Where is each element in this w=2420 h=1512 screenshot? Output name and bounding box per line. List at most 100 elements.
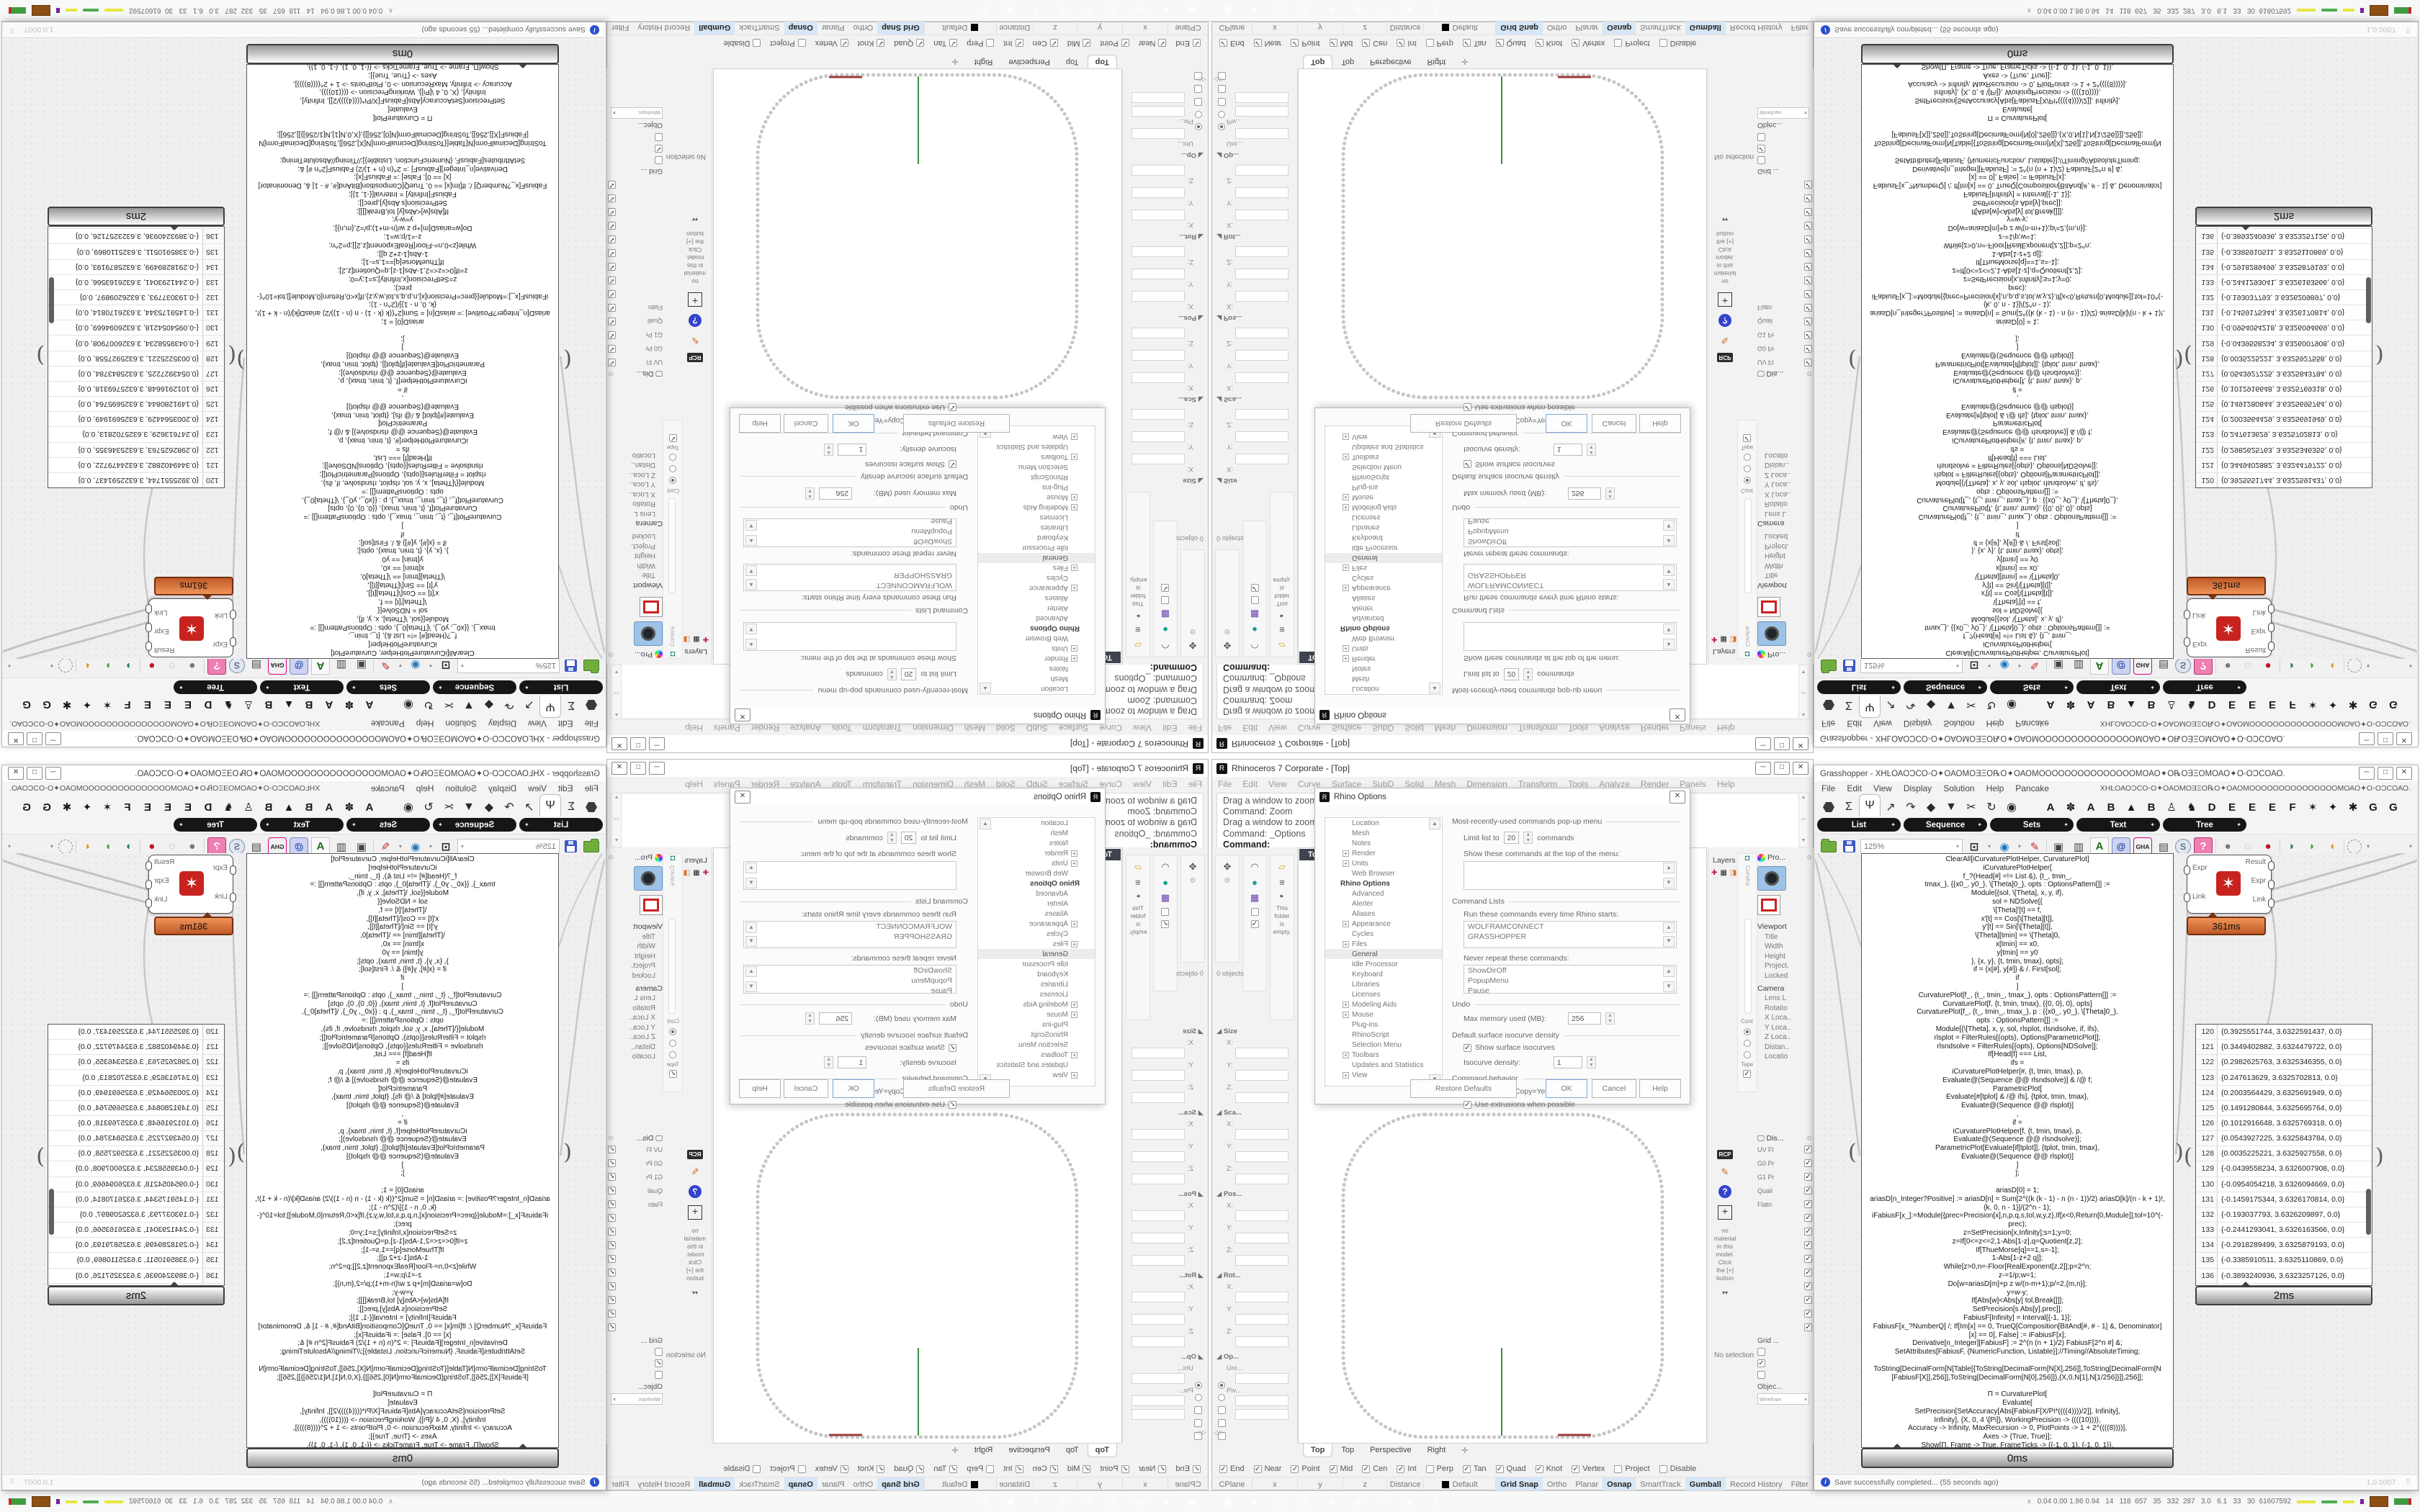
camera-prop-label[interactable]: Y Loca.. [1765, 1023, 1791, 1032]
toolbar-icon[interactable]: ◗ [125, 660, 132, 672]
paint-icon[interactable]: ◨ [1729, 869, 1737, 877]
data-list-panel[interactable]: 120 {0.3925551744, 3.6322591437, 0.0} 12… [48, 226, 225, 488]
data-row[interactable]: 126 {0.1012916648, 3.6325769318, 0.0} [2196, 1115, 2372, 1132]
plugin-category-tab[interactable]: F [124, 698, 131, 711]
boxedit-field[interactable] [1235, 1233, 1289, 1243]
boxedit-checkbox[interactable] [1194, 85, 1202, 93]
data-row[interactable]: 127 {0.0543927225, 3.6325843784, 0.0} [48, 365, 224, 381]
plugin-category-tab[interactable]: ▲ [2125, 801, 2137, 814]
toolbar-icon[interactable]: ▥ [2073, 840, 2084, 853]
toolbar-overflow-icon[interactable]: ▾ [2408, 662, 2412, 669]
display-option-checkbox[interactable] [608, 1296, 616, 1304]
listbox-scroll-down-icon[interactable]: ▼ [745, 565, 757, 576]
camera-prop-label[interactable]: Z Loca.. [1765, 1033, 1791, 1041]
viewport-top[interactable]: Top [713, 847, 1122, 1444]
toolbar-overflow-icon[interactable]: ▾ [8, 662, 12, 669]
toolbar-icon[interactable]: ▣ [356, 659, 367, 672]
status-toggle[interactable]: Filter [611, 1480, 629, 1489]
osnap-toggle[interactable]: Int [1003, 39, 1023, 48]
plugin-category-tab[interactable]: ✦ [2328, 698, 2338, 711]
taskbar-app-icon[interactable]: 64 [1274, 5, 1286, 16]
data-row[interactable]: 137 {-0.4366640544, 3.6319882257, 0.0} [2196, 1283, 2372, 1285]
boxedit-field[interactable] [1131, 128, 1185, 139]
status-toggle[interactable]: Osnap [1603, 20, 1636, 35]
zoom-level-combo[interactable]: 125% ▾ [1860, 838, 1963, 855]
wireframe-dropdown[interactable]: Wirefram ▾ [611, 1393, 663, 1405]
plugin-category-tab[interactable]: E [2248, 698, 2256, 711]
camera-prop-label[interactable]: Rotatio [1765, 500, 1788, 508]
help-question-icon[interactable]: ? [1718, 314, 1731, 327]
strip-checkbox-checked[interactable] [1250, 920, 1259, 928]
tray-chevron-icon[interactable]: ∧ [388, 7, 393, 14]
display-option-checkbox[interactable] [1804, 1255, 1812, 1263]
osnap-checkbox[interactable] [1291, 1464, 1299, 1473]
display-option-checkbox[interactable] [608, 263, 616, 271]
osnap-toggle[interactable]: Near [1253, 1464, 1281, 1473]
data-list-panel[interactable]: 120 {0.3925551744, 3.6322591437, 0.0} 12… [2195, 1024, 2372, 1286]
taskbar-app-icon[interactable]: ● [1163, 5, 1169, 16]
data-row[interactable]: 132 {-0.193037793, 3.6326209897, 0.0} [48, 289, 224, 305]
toolbar-icon[interactable]: ? [2194, 656, 2213, 675]
rhino-menu-item[interactable]: SubD [1372, 723, 1394, 733]
subcategory-pill[interactable]: Sets ✦ [1990, 680, 2074, 694]
options-tree-item[interactable]: + Aliases [1044, 594, 1068, 603]
options-tree-item[interactable]: + Appearance [1325, 583, 1442, 593]
maximize-button[interactable]: □ [1774, 737, 1790, 750]
scroll-thumb[interactable]: ▭ [614, 690, 619, 696]
osnap-checkbox[interactable] [840, 39, 848, 48]
result-output-nub[interactable] [2268, 861, 2275, 870]
boxedit-field[interactable] [1235, 1409, 1289, 1420]
data-row[interactable]: 134 {-0.2918289499, 3.6325879193, 0.0} [2196, 258, 2372, 274]
gumball-panel-strip[interactable]: ✥ ⚙ [1180, 855, 1205, 963]
component-category-tab[interactable]: ✂ [444, 801, 454, 814]
grasshopper-menu-item[interactable]: File [584, 783, 599, 793]
status-cplane[interactable]: CPlane [1168, 20, 1208, 35]
data-row[interactable]: 124 {0.2003564429, 3.6325691949, 0.0} [48, 1085, 224, 1101]
osnap-checkbox[interactable] [1397, 39, 1405, 48]
grasshopper-menu-item[interactable]: Display [1903, 783, 1932, 793]
listbox-scroll-down-icon[interactable]: ▼ [745, 981, 757, 992]
behavior-checkbox[interactable] [1464, 403, 1471, 412]
plugin-category-tab[interactable]: G [42, 698, 51, 711]
scroll-down-icon[interactable]: ▼ [614, 669, 619, 674]
plugin-category-tab[interactable]: ✽ [344, 801, 354, 814]
data-row[interactable]: 131 {-0.1459175344, 3.6326170814, 0.0} [48, 305, 224, 320]
add-material-button[interactable]: + [688, 1205, 702, 1220]
status-toggle[interactable]: Filter [1791, 1480, 1809, 1489]
status-toggle[interactable]: Osnap [1603, 1477, 1636, 1492]
data-row[interactable]: 130 {-0.0954054218, 3.6326094669, 0.0} [2196, 320, 2372, 336]
code-panel[interactable]: ClearAll[iCurvaturePlotHelper, Curvature… [246, 853, 559, 1448]
rhino-menu-item[interactable]: Tools [831, 723, 852, 733]
layers-panel-title[interactable]: Layers [684, 856, 707, 865]
behavior-checkbox[interactable] [1464, 1100, 1471, 1109]
osnap-toggle[interactable]: Knot [1535, 1464, 1562, 1473]
subcategory-pill[interactable]: Sets ✦ [346, 680, 430, 694]
options-tree-item[interactable]: + General [1325, 553, 1442, 563]
plugin-category-tab[interactable]: A [365, 801, 374, 814]
toolbar-icon[interactable]: ◌ [2244, 660, 2251, 672]
link-output-nub[interactable] [2268, 899, 2275, 908]
toolbar-icon[interactable]: GHA [2133, 656, 2152, 675]
taskbar-app-icon[interactable]: ▣ [1223, 5, 1233, 17]
listbox-scroll-up-icon[interactable]: ▲ [1663, 535, 1675, 546]
memory-spinner[interactable]: ▲ ▼ [1605, 487, 1615, 500]
boxedit-field[interactable] [1235, 1373, 1289, 1384]
osnap-toggle[interactable]: Mid [1067, 39, 1091, 48]
toolbar-icon[interactable]: ● [2224, 660, 2231, 672]
resize-grip-icon[interactable]: ⠿ [2406, 27, 2411, 34]
status-toggle[interactable]: Osnap [784, 20, 817, 35]
options-tree-item[interactable]: + Appearance [978, 919, 1095, 929]
dialog-close-button[interactable]: ✕ [1670, 708, 1685, 721]
osnap-checkbox[interactable] [1193, 1464, 1201, 1473]
never-repeat-item[interactable]: PopupMenu [911, 976, 952, 985]
wireframe-dropdown[interactable]: Wirefram ▾ [611, 107, 663, 119]
toolbar-icon[interactable]: S [229, 657, 245, 674]
boxedit-field[interactable] [1235, 431, 1289, 442]
viewport-prop-label[interactable]: Locked [632, 971, 655, 980]
component-category-tab[interactable]: Ψ [1859, 794, 1881, 816]
panel-output-grip[interactable]: ) [36, 343, 45, 368]
component-category-tab[interactable]: ◉ [403, 698, 413, 711]
viewport-frame-icon[interactable] [640, 597, 663, 617]
plugin-category-tab[interactable]: E [2228, 801, 2236, 814]
layers-panel-title[interactable]: Layers [1713, 647, 1736, 656]
